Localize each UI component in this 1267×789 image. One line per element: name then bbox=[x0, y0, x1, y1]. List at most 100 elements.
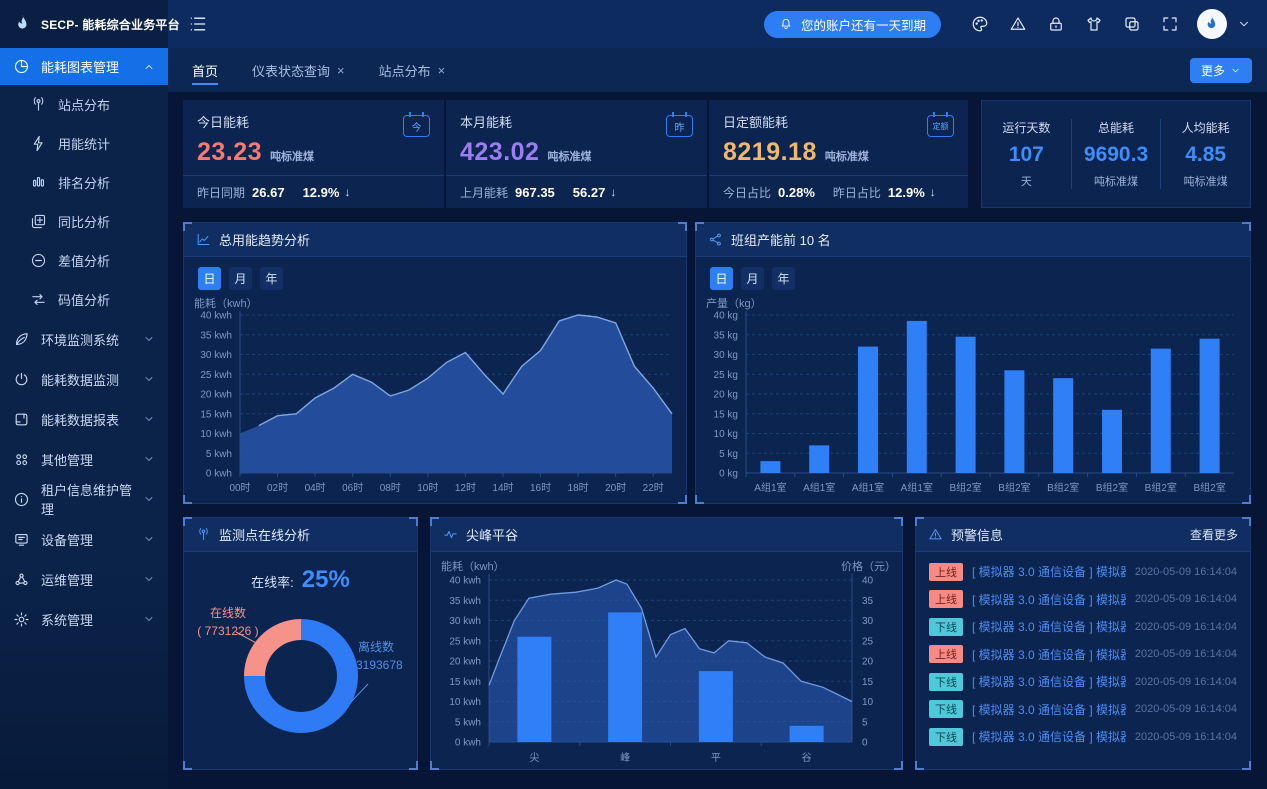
compare-icon bbox=[30, 213, 47, 230]
lock-icon[interactable] bbox=[1047, 15, 1065, 33]
svg-text:16时: 16时 bbox=[530, 482, 551, 494]
alert-row[interactable]: 下线 [ 模拟器 3.0 通信设备 ] 模拟器 3.0... 2020-05-09 … bbox=[916, 613, 1250, 641]
online-rate-value: 25% bbox=[301, 566, 350, 593]
alert-row[interactable]: 上线 [ 模拟器 3.0 通信设备 ] 模拟器 3.0... 2020-05-09 … bbox=[916, 586, 1250, 614]
footer-label: 昨日占比 bbox=[832, 185, 881, 200]
svg-text:15: 15 bbox=[862, 677, 874, 688]
bar bbox=[760, 461, 781, 473]
fullscreen-icon[interactable] bbox=[1161, 15, 1179, 33]
line-chart-icon bbox=[196, 232, 211, 247]
palette-icon[interactable] bbox=[971, 15, 989, 33]
svg-text:B组2室: B组2室 bbox=[1145, 481, 1177, 494]
antenna-icon bbox=[30, 96, 47, 113]
svg-text:A组1室: A组1室 bbox=[852, 481, 884, 494]
sidebar-item-ops-management[interactable]: 运维管理 bbox=[0, 559, 168, 599]
svg-text:10 kwh: 10 kwh bbox=[449, 697, 481, 708]
grid-dots-icon bbox=[13, 451, 30, 468]
sidebar-subitem-yoy-analysis[interactable]: 同比分析 bbox=[0, 202, 168, 241]
alert-row[interactable]: 下线 [ 模拟器 3.0 通信设备 ] 模拟器 3.0... 2020-05-09 … bbox=[916, 723, 1250, 751]
chevron-down-icon bbox=[143, 373, 155, 385]
svg-text:谷: 谷 bbox=[802, 752, 812, 764]
footer-value: 967.35 bbox=[515, 184, 555, 200]
summary-value: 107 bbox=[1008, 143, 1044, 166]
rank-panel: 班组产能前 10 名 日月年 0 kg 5 kg 10 kg 15 kg 20 kg 25… bbox=[695, 222, 1251, 504]
tshirt-icon[interactable] bbox=[1085, 15, 1103, 33]
period-toggle-日[interactable]: 日 bbox=[198, 267, 221, 290]
svg-text:02时: 02时 bbox=[267, 482, 288, 494]
svg-text:04时: 04时 bbox=[305, 482, 326, 494]
sidebar-subitem-label: 码值分析 bbox=[58, 293, 111, 308]
offline-count-label: 离线数 23193678 bbox=[349, 640, 403, 672]
tab-meter-status[interactable]: 仪表状态查询 × bbox=[252, 48, 345, 92]
tab-close-icon[interactable]: × bbox=[437, 62, 446, 78]
status-badge: 下线 bbox=[929, 700, 963, 719]
chevron-down-icon[interactable] bbox=[1237, 17, 1251, 31]
main-content: 今日能耗 今 23.23 吨标准煤 昨日同期 26.67 12.9% ↓ 本月能耗 昨 423.02… bbox=[168, 92, 1267, 789]
sidebar-item-energy-data-monitoring[interactable]: 能耗数据监测 bbox=[0, 359, 168, 399]
stat-card-0: 今日能耗 今 23.23 吨标准煤 昨日同期 26.67 12.9% ↓ bbox=[183, 100, 444, 208]
bar bbox=[1199, 338, 1220, 473]
alert-time: 2020-05-09 16:14:04 bbox=[1134, 703, 1237, 716]
calendar-icon: 今 bbox=[403, 112, 430, 137]
sidebar-item-tenant-info-management[interactable]: 租户信息维护管理 bbox=[0, 479, 168, 519]
svg-text:35 kwh: 35 kwh bbox=[200, 330, 232, 341]
stat-card-footer: 昨日同期 26.67 12.9% ↓ bbox=[183, 175, 444, 208]
bar bbox=[1053, 378, 1074, 473]
peak-valley-chart: 0 kwh 0 5 kwh 5 10 kwh 10 15 kwh 15 20 kwh 20 25 k… bbox=[441, 559, 896, 764]
alert-row[interactable]: 上线 [ 模拟器 3.0 通信设备 ] 模拟器 3.0... 2020-05-09 … bbox=[916, 558, 1250, 586]
alert-time: 2020-05-09 16:14:04 bbox=[1134, 675, 1237, 688]
trend-panel: 总用能趋势分析 日月年 0 kwh 5 kwh 10 kwh 15 kwh 20 kwh… bbox=[183, 222, 687, 504]
footer-value: 12.9% bbox=[887, 184, 925, 200]
sidebar-item-energy-data-reports[interactable]: 能耗数据报表 bbox=[0, 399, 168, 439]
stat-card-footer: 上月能耗 967.35 56.27 ↓ bbox=[446, 175, 707, 208]
sidebar-subitem-energy-usage-stats[interactable]: 用能统计 bbox=[0, 124, 168, 163]
sidebar-item-label: 设备管理 bbox=[41, 532, 94, 548]
tab-label: 首页 bbox=[192, 63, 219, 79]
swap-icon bbox=[30, 291, 47, 308]
notification-pill[interactable]: 您的账户还有一天到期 bbox=[763, 10, 941, 38]
alert-row[interactable]: 下线 [ 模拟器 3.0 通信设备 ] 模拟器 3.0... 2020-05-09 … bbox=[916, 696, 1250, 724]
stat-card-2: 日定额能耗 定额 8219.18 吨标准煤 今日占比 0.28% 昨日占比 12.9% ↓ bbox=[709, 100, 968, 208]
warning-icon[interactable] bbox=[1009, 15, 1027, 33]
footer-label: 今日占比 bbox=[723, 185, 772, 200]
bar bbox=[698, 671, 733, 742]
sidebar-subitem-code-value-analysis[interactable]: 码值分析 bbox=[0, 280, 168, 319]
summary-value: 4.85 bbox=[1185, 143, 1227, 166]
period-toggle-年[interactable]: 年 bbox=[260, 267, 283, 290]
stat-card-title: 本月能耗 bbox=[460, 115, 513, 130]
chevron-down-icon bbox=[143, 613, 155, 625]
sidebar-item-other-management[interactable]: 其他管理 bbox=[0, 439, 168, 479]
sidebar-subitem-site-distribution[interactable]: 站点分布 bbox=[0, 85, 168, 124]
svg-text:30 kwh: 30 kwh bbox=[449, 616, 481, 627]
alert-row[interactable]: 上线 [ 模拟器 3.0 通信设备 ] 模拟器 3.0... 2020-05-09 … bbox=[916, 641, 1250, 669]
svg-text:15 kwh: 15 kwh bbox=[200, 409, 232, 420]
sidebar-item-energy-charts[interactable]: 能耗图表管理 bbox=[0, 48, 168, 85]
view-more-link[interactable]: 查看更多 bbox=[1189, 528, 1238, 542]
sidebar-item-env-monitoring[interactable]: 环境监测系统 bbox=[0, 319, 168, 359]
peak-valley-panel-title: 尖峰平谷 bbox=[466, 528, 519, 543]
footer-label: 昨日同期 bbox=[197, 185, 246, 200]
sidebar-item-label: 系统管理 bbox=[41, 612, 94, 628]
sidebar-item-system-management[interactable]: 系统管理 bbox=[0, 599, 168, 639]
collapse-sidebar-button[interactable] bbox=[188, 14, 208, 34]
topbar: 您的账户还有一天到期 bbox=[168, 0, 1267, 48]
svg-text:平: 平 bbox=[711, 753, 721, 764]
period-toggle-月[interactable]: 月 bbox=[741, 267, 764, 290]
tab-site-distribution[interactable]: 站点分布 × bbox=[379, 48, 446, 92]
svg-text:B组2室: B组2室 bbox=[949, 481, 981, 494]
copy-image-icon[interactable] bbox=[1123, 15, 1141, 33]
period-toggle-日[interactable]: 日 bbox=[710, 267, 733, 290]
chevron-down-icon bbox=[143, 573, 155, 585]
period-toggle-年[interactable]: 年 bbox=[772, 267, 795, 290]
more-button[interactable]: 更多 bbox=[1189, 57, 1252, 83]
avatar[interactable] bbox=[1197, 9, 1227, 39]
sidebar-item-device-management[interactable]: 设备管理 bbox=[0, 519, 168, 559]
alert-row[interactable]: 下线 [ 模拟器 3.0 通信设备 ] 模拟器 3.0... 2020-05-09 … bbox=[916, 668, 1250, 696]
period-toggle-月[interactable]: 月 bbox=[229, 267, 252, 290]
bell-icon bbox=[779, 17, 793, 31]
tab-close-icon[interactable]: × bbox=[337, 62, 345, 78]
tab-home[interactable]: 首页 bbox=[192, 48, 219, 92]
sidebar-subitem-ranking-analysis[interactable]: 排名分析 bbox=[0, 163, 168, 202]
sidebar-subitem-difference-analysis[interactable]: 差值分析 bbox=[0, 241, 168, 280]
stat-card-1: 本月能耗 昨 423.02 吨标准煤 上月能耗 967.35 56.27 ↓ bbox=[446, 100, 707, 208]
